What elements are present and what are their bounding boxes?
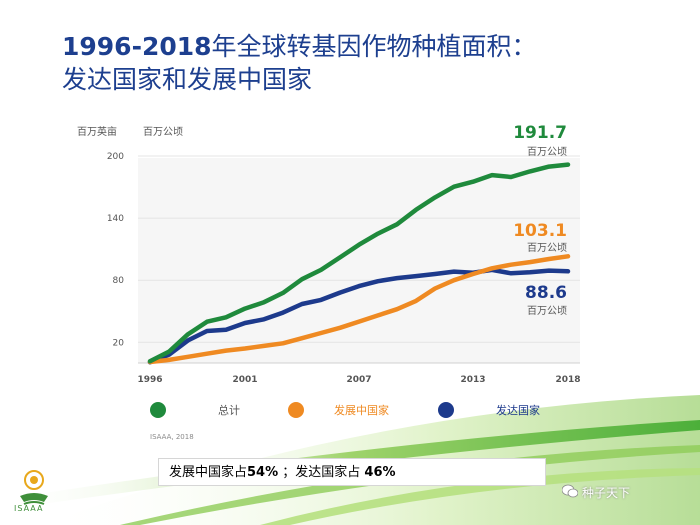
series-line [147, 254, 571, 365]
source-note: ISAAA, 2018 [150, 433, 194, 441]
end-value-label: 103.1 [513, 221, 567, 241]
legend-dot-icon [288, 402, 304, 418]
decor-swoosh [120, 445, 700, 525]
y-tick-label: 80 [113, 276, 125, 286]
x-tick-label: 1996 [137, 375, 162, 385]
grid [138, 155, 580, 343]
legend-label: 发展中国家 [334, 404, 389, 417]
legend-dot-icon [150, 402, 166, 418]
end-unit-label: 百万公顷 [527, 305, 567, 317]
x-tick-label: 2013 [460, 375, 485, 385]
y-tick-label: 20 [113, 338, 125, 348]
share-note-sep: ； [278, 465, 296, 480]
title-line-2: 发达国家和发展中国家 [62, 65, 313, 94]
series-line [147, 267, 571, 365]
y-tick-label: 200 [107, 152, 124, 162]
series-lines [147, 162, 571, 365]
share-note-part1: 发展中国家占 [169, 465, 248, 480]
end-unit-label: 百万公顷 [527, 146, 567, 158]
title-line-1-text: 年全球转基因作物种植面积： [211, 32, 537, 61]
y-tick-label: 140 [107, 214, 124, 224]
x-tick-labels: 1996 2001 2007 2013 2018 [137, 375, 580, 385]
end-unit-label: 百万公顷 [527, 242, 567, 254]
end-value-label: 191.7 [513, 123, 567, 143]
y-unit-right: 百万公顷 [143, 126, 183, 138]
decor-swoosh [260, 468, 700, 525]
share-note-pct1: 54% [247, 465, 279, 480]
y-unit-left: 百万英亩 [77, 125, 117, 138]
x-tick-label: 2007 [346, 375, 371, 385]
share-note-part2: 发达国家占 [295, 465, 365, 480]
legend-dot-icon [438, 402, 454, 418]
y-tick-labels: 20 80 140 200 [107, 152, 124, 348]
series-line [147, 162, 571, 364]
legend-label: 发达国家 [496, 404, 540, 417]
decor-swoosh [0, 420, 700, 510]
x-tick-label: 2001 [232, 375, 257, 385]
end-value-label: 88.6 [525, 283, 567, 303]
x-tick-label: 2018 [555, 375, 580, 385]
title-years: 1996-2018 [62, 32, 212, 61]
title-line-1: 1996-2018年全球转基因作物种植面积： [62, 30, 662, 63]
logo-text: ISAAA [14, 504, 44, 513]
share-note-pct2: 46% [364, 465, 396, 480]
wechat-icon [562, 484, 578, 498]
watermark: 种子天下 [582, 486, 631, 500]
legend-label: 总计 [218, 404, 240, 417]
share-note-box: 发展中国家占54% ；发达国家占 46% [158, 458, 546, 486]
chart-title: 1996-2018年全球转基因作物种植面积： 发达国家和发展中国家 [62, 30, 662, 96]
isaaa-logo-icon [20, 470, 48, 505]
